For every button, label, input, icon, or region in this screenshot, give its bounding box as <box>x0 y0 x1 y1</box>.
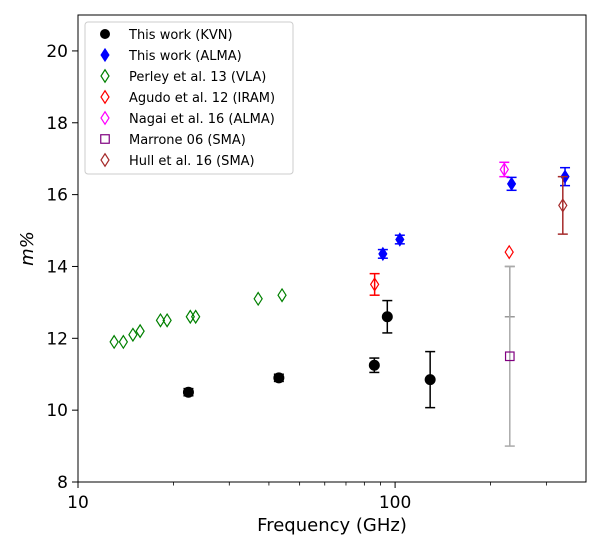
legend-frame <box>84 21 294 175</box>
legend-marker <box>100 29 110 39</box>
x-tick-label: 100 <box>379 493 411 513</box>
data-point <box>185 309 195 325</box>
legend: This work (KVN) This work (ALMA) Perley et… <box>84 21 294 175</box>
legend-entry: Agudo et al. 12 (IRAM) <box>129 91 275 106</box>
data-point <box>499 162 510 177</box>
data-point <box>378 246 388 262</box>
data-point <box>277 287 287 303</box>
data-point <box>424 374 436 386</box>
series-0 <box>182 299 436 409</box>
x-axis-ticks: 10 100 <box>67 482 547 513</box>
legend-entry: Hull et al. 16 (SMA) <box>129 154 255 169</box>
legend-marker <box>100 134 110 144</box>
data-point <box>368 359 380 371</box>
series-4 <box>499 161 510 178</box>
legend-marker <box>100 152 110 168</box>
legend-marker <box>100 47 110 63</box>
y-axis-label: m% <box>17 231 38 266</box>
series-1 <box>377 166 571 262</box>
data-point <box>558 198 568 213</box>
series-6 <box>557 175 568 235</box>
y-tick-label: 18 <box>46 114 68 134</box>
plot-marks <box>109 161 571 447</box>
y-tick-label: 14 <box>46 257 68 277</box>
y-tick-label: 12 <box>46 329 68 349</box>
x-tick-label: 10 <box>67 493 89 513</box>
legend-entry: Nagai et al. 16 (ALMA) <box>129 112 275 127</box>
series-2 <box>109 287 287 350</box>
y-axis-ticks: 8 10 12 14 16 18 20 <box>46 42 78 493</box>
data-point <box>155 312 166 328</box>
data-point <box>109 334 119 350</box>
data-point <box>118 334 129 350</box>
data-point <box>162 312 172 328</box>
data-point <box>504 351 515 362</box>
data-point <box>182 386 194 398</box>
legend-marker <box>100 110 110 126</box>
data-point <box>506 176 517 192</box>
data-point <box>135 323 145 339</box>
y-tick-label: 20 <box>46 42 68 62</box>
legend-marker <box>100 89 110 105</box>
x-axis-label: Frequency (GHz) <box>257 515 407 536</box>
data-point <box>253 291 263 307</box>
data-point <box>504 244 514 260</box>
data-point <box>381 311 393 323</box>
data-point <box>128 327 138 343</box>
y-tick-label: 10 <box>46 401 68 421</box>
series-3 <box>369 244 514 296</box>
legend-entry: Perley et al. 13 (VLA) <box>129 70 266 85</box>
legend-entry: Marrone 06 (SMA) <box>129 133 246 148</box>
data-point <box>190 309 201 325</box>
legend-entry: This work (KVN) <box>128 28 233 43</box>
data-point <box>273 372 285 384</box>
legend-marker <box>100 68 110 84</box>
y-tick-label: 16 <box>46 186 68 206</box>
data-point <box>395 232 405 247</box>
y-tick-label: 8 <box>57 473 68 493</box>
legend-entry: This work (ALMA) <box>128 49 242 64</box>
data-point <box>369 277 380 292</box>
series-5 <box>504 265 515 447</box>
plot-frame <box>77 14 587 483</box>
